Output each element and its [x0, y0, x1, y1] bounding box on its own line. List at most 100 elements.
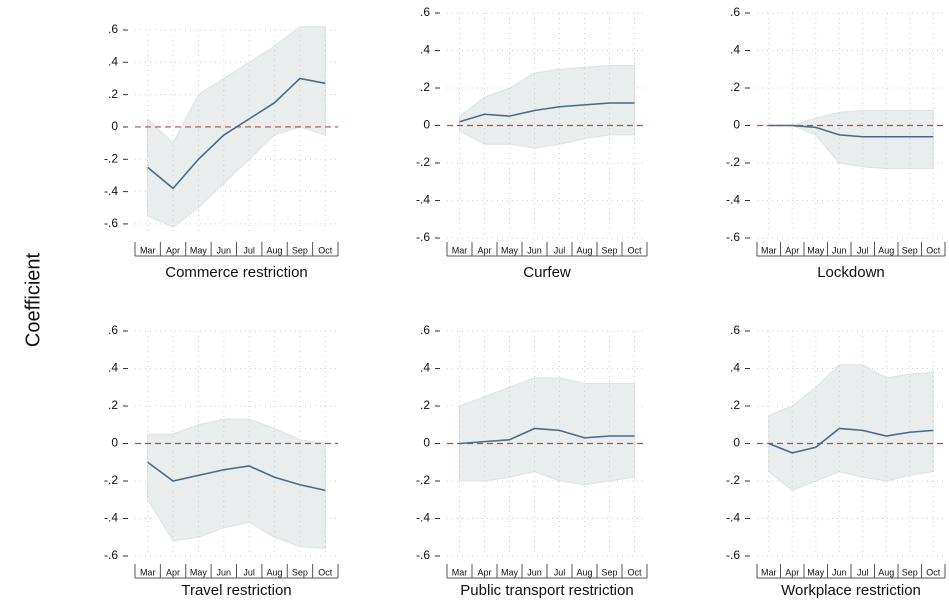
y-tick-label: 0 [423, 118, 430, 132]
x-tick-label: May [501, 245, 519, 255]
x-tick-label: Mar [140, 567, 156, 577]
y-tick-label: 0 [111, 119, 118, 133]
y-tick-label: -.2 [416, 473, 430, 487]
y-tick-label: .6 [420, 5, 430, 19]
y-tick-label: .4 [108, 54, 118, 68]
x-tick-label: Oct [318, 567, 333, 577]
x-tick-label: Jun [527, 567, 542, 577]
x-tick-label: Oct [926, 245, 941, 255]
panel: -.6 -.4 -.2 0 .2 .4 .6 Mar Apr May Jun Jul Aug Sep Oct… [726, 323, 946, 599]
panel: -.6 -.4 -.2 0 .2 .4 .6 Mar Apr May Jun Jul Aug Sep Oct… [416, 323, 648, 599]
x-tick-label: Jul [554, 245, 566, 255]
coefficient-line [768, 124, 934, 138]
confidence-band [459, 65, 635, 149]
x-tick-label: Aug [878, 567, 894, 577]
panel: -.6 -.4 -.2 0 .2 .4 .6 Mar Apr May Jun Jul Aug Sep Oct… [104, 22, 339, 281]
x-tick-label: Apr [477, 245, 491, 255]
panel-title: Lockdown [817, 264, 885, 281]
x-tick-label: Aug [267, 245, 283, 255]
x-tick-label: May [190, 567, 208, 577]
x-tick-label: Jul [554, 567, 566, 577]
confidence-band [768, 110, 934, 170]
y-tick-label: -.4 [726, 511, 740, 525]
y-tick-label: -.6 [416, 548, 430, 562]
y-tick-label: -.6 [726, 548, 740, 562]
y-tick-label: -.6 [104, 548, 118, 562]
y-tick-label: -.4 [416, 511, 430, 525]
y-tick-label: .6 [108, 22, 118, 36]
y-tick-label: -.6 [726, 230, 740, 244]
coefficient-line [459, 102, 635, 123]
x-tick-label: Sep [601, 245, 617, 255]
x-tick-label: Jun [527, 245, 542, 255]
x-tick-label: Aug [267, 567, 283, 577]
y-tick-label: .4 [730, 361, 740, 375]
x-tick-label: Jun [217, 567, 232, 577]
y-tick-label: .4 [420, 361, 430, 375]
y-tick-label: -.6 [416, 230, 430, 244]
confidence-band [768, 364, 934, 491]
coefficient-line [459, 427, 635, 445]
confidence-band [459, 377, 635, 486]
x-tick-label: Sep [902, 245, 918, 255]
y-tick-label: .6 [420, 323, 430, 337]
x-tick-label: Aug [878, 245, 894, 255]
x-tick-label: Jul [243, 567, 255, 577]
y-tick-label: -.2 [104, 151, 118, 165]
x-tick-label: Aug [576, 567, 592, 577]
y-tick-label: 0 [423, 436, 430, 450]
coefficient-line [147, 77, 326, 190]
x-tick-label: Mar [761, 567, 777, 577]
panel-title: Travel restriction [181, 582, 291, 599]
y-tick-label: .4 [730, 43, 740, 57]
x-tick-label: Sep [902, 567, 918, 577]
y-tick-label: .4 [108, 361, 118, 375]
x-tick-label: May [501, 567, 519, 577]
coefficient-line [768, 427, 934, 454]
panel-title: Public transport restriction [460, 582, 633, 599]
confidence-band [147, 418, 326, 550]
y-tick-label: -.4 [726, 193, 740, 207]
x-tick-label: Mar [140, 245, 156, 255]
x-tick-label: Jul [243, 245, 255, 255]
x-tick-label: Sep [601, 567, 617, 577]
x-tick-label: Oct [926, 567, 941, 577]
panel-title: Curfew [523, 264, 571, 281]
x-tick-label: Mar [452, 245, 468, 255]
y-tick-label: -.4 [104, 511, 118, 525]
y-tick-label: -.4 [416, 193, 430, 207]
y-tick-label: .2 [420, 80, 430, 94]
y-tick-label: 0 [111, 436, 118, 450]
y-tick-label: .2 [730, 80, 740, 94]
coefficient-line [147, 461, 326, 492]
y-axis-label: Coefficient [22, 252, 44, 347]
y-tick-label: .2 [420, 398, 430, 412]
x-tick-label: Jun [832, 245, 847, 255]
y-tick-label: 0 [733, 436, 740, 450]
panel: -.6 -.4 -.2 0 .2 .4 .6 Mar Apr May Jun Jul Aug Sep Oct… [726, 5, 946, 281]
x-tick-label: May [807, 567, 825, 577]
x-tick-label: Apr [166, 567, 180, 577]
x-tick-label: Jun [832, 567, 847, 577]
x-tick-label: Sep [292, 245, 308, 255]
y-tick-label: .6 [730, 5, 740, 19]
panel-title: Workplace restriction [781, 582, 921, 599]
x-tick-label: Oct [627, 567, 642, 577]
x-tick-label: Mar [761, 245, 777, 255]
x-tick-label: Apr [166, 245, 180, 255]
y-tick-label: 0 [733, 118, 740, 132]
x-tick-label: Apr [785, 567, 799, 577]
x-tick-label: May [190, 245, 208, 255]
y-tick-label: .2 [730, 398, 740, 412]
y-tick-label: -.2 [104, 473, 118, 487]
x-tick-label: Aug [576, 245, 592, 255]
x-tick-label: Oct [627, 245, 642, 255]
y-tick-label: -.2 [726, 155, 740, 169]
y-tick-label: -.2 [416, 155, 430, 169]
y-tick-label: .6 [108, 323, 118, 337]
y-tick-label: .2 [108, 87, 118, 101]
x-tick-label: Jul [857, 567, 869, 577]
y-tick-label: -.2 [726, 473, 740, 487]
x-tick-label: Sep [292, 567, 308, 577]
